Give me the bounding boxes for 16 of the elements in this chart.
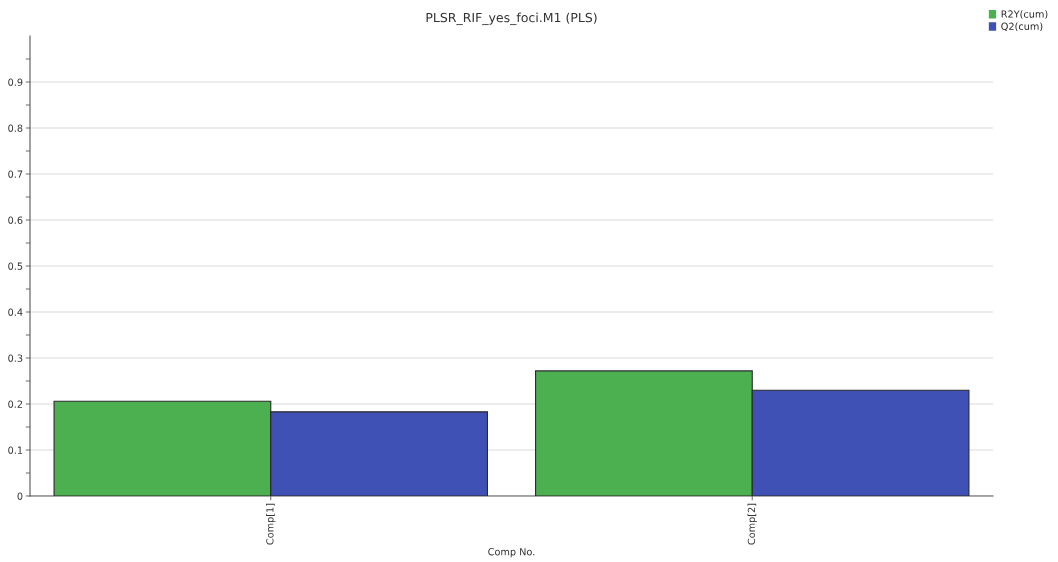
y-tick-label: 0.9: [8, 78, 23, 86]
legend-label: R2Y(cum): [1001, 10, 1048, 19]
y-tick-label: 0.4: [8, 308, 23, 316]
x-axis-title: Comp No.: [488, 548, 535, 558]
x-tick-label: Comp[1]: [266, 503, 276, 545]
y-tick-label: 0.7: [8, 170, 23, 178]
y-tick-label: 0.6: [8, 216, 23, 224]
y-tick-label: 0: [17, 492, 23, 500]
y-tick-label: 0.3: [8, 354, 23, 362]
y-tick-label: 0.2: [8, 400, 23, 408]
y-tick-label: 0.1: [8, 446, 23, 454]
legend-label: Q2(cum): [1001, 22, 1043, 32]
y-tick-label: 0.8: [8, 124, 23, 132]
x-tick-label: Comp[2]: [747, 503, 757, 545]
y-tick-label: 0.5: [8, 262, 23, 270]
chart-title: PLSR_RIF_yes_foci.M1 (PLS): [426, 12, 597, 26]
